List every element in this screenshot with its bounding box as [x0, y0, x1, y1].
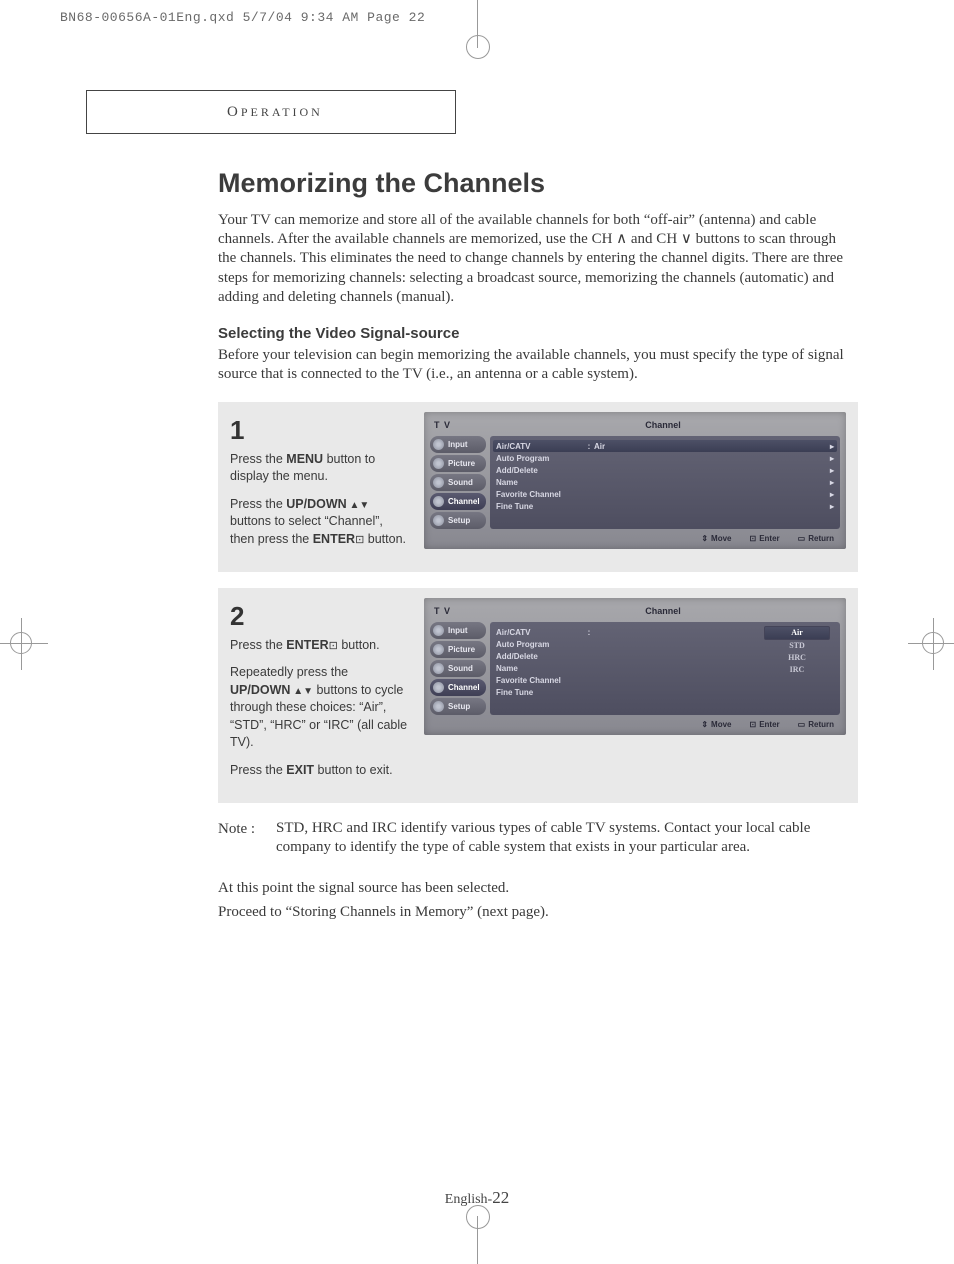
crop-mark-top — [477, 0, 478, 48]
osd-side-channel: Channel — [430, 679, 486, 696]
osd-foot-move: Move — [701, 534, 731, 543]
osd-side-picture: Picture — [430, 455, 486, 472]
step-2-text: 2 Press the ENTER⊡ button. Repeatedly pr… — [230, 598, 410, 789]
osd-sidebar: Input Picture Sound Channel Setup — [430, 436, 486, 529]
step-2-number: 2 — [230, 598, 410, 634]
step-2-line-3: Press the EXIT button to exit. — [230, 762, 410, 780]
osd-side-picture: Picture — [430, 641, 486, 658]
crop-mark-left — [10, 632, 32, 654]
updown-icon: ▲▼ — [290, 686, 313, 697]
osd-panel-title: Channel — [490, 420, 836, 430]
osd-row-autoprogram: Auto Program▸ — [496, 452, 834, 464]
osd-foot-enter: Enter — [750, 534, 780, 543]
osd-screenshot-2: T V Channel Input Picture Sound Channel … — [424, 598, 846, 789]
osd-side-input: Input — [430, 436, 486, 453]
enter-icon: ⊡ — [329, 639, 338, 654]
osd-main-panel: Air/CATV : Air ▸ Auto Program▸ Add/Delet… — [490, 436, 840, 529]
osd-row-finetune: Fine Tune▸ — [496, 500, 834, 512]
page-heading: Memorizing the Channels — [218, 168, 858, 199]
osd-tv-label: T V — [434, 606, 490, 616]
osd-row-adddelete: Add/Delete▸ — [496, 464, 834, 476]
osd-opt-air: Air — [764, 626, 830, 640]
crop-mark-right — [922, 632, 944, 654]
step-1-box: 1 Press the MENU button to display the m… — [218, 402, 858, 572]
content-area: Memorizing the Channels Your TV can memo… — [218, 168, 858, 926]
step-2-box: 2 Press the ENTER⊡ button. Repeatedly pr… — [218, 588, 858, 803]
osd-side-input: Input — [430, 622, 486, 639]
section-tab: OPERATION — [86, 90, 456, 134]
osd-footer: Move Enter Return — [430, 715, 840, 729]
print-job-header: BN68-00656A-01Eng.qxd 5/7/04 9:34 AM Pag… — [60, 10, 425, 25]
note-body: STD, HRC and IRC identify various types … — [276, 819, 858, 857]
osd-screenshot-1: T V Channel Input Picture Sound Channel … — [424, 412, 846, 558]
afterword-2: Proceed to “Storing Channels in Memory” … — [218, 903, 858, 922]
afterword-1: At this point the signal source has been… — [218, 879, 858, 898]
intro-paragraph: Your TV can memorize and store all of th… — [218, 211, 858, 307]
step-1-line-1: Press the MENU button to display the men… — [230, 451, 410, 486]
osd-side-sound: Sound — [430, 474, 486, 491]
osd-opt-irc: IRC — [764, 664, 830, 676]
note-label: Note : — [218, 819, 276, 857]
footer-prefix: English- — [445, 1192, 492, 1207]
osd-side-setup: Setup — [430, 698, 486, 715]
section-tab-label: OPERATION — [227, 104, 323, 121]
osd-foot-move: Move — [701, 720, 731, 729]
crop-mark-bottom — [477, 1216, 478, 1264]
osd-footer: Move Enter Return — [430, 529, 840, 543]
osd-foot-enter: Enter — [750, 720, 780, 729]
osd-option-popup: Air STD HRC IRC — [764, 626, 830, 676]
osd-row-finetune: Fine Tune — [496, 686, 834, 698]
enter-icon: ⊡ — [355, 533, 364, 548]
osd-opt-std: STD — [764, 640, 830, 652]
step-1-line-2: Press the UP/DOWN ▲▼ buttons to select “… — [230, 496, 410, 549]
step-1-number: 1 — [230, 412, 410, 448]
osd-row-favorite: Favorite Channel▸ — [496, 488, 834, 500]
osd-side-setup: Setup — [430, 512, 486, 529]
osd-sidebar: Input Picture Sound Channel Setup — [430, 622, 486, 715]
osd-foot-return: Return — [798, 534, 834, 543]
step-2-line-1: Press the ENTER⊡ button. — [230, 637, 410, 655]
subheading: Selecting the Video Signal-source — [218, 325, 858, 342]
updown-icon: ▲▼ — [347, 500, 370, 511]
osd-side-sound: Sound — [430, 660, 486, 677]
step-1-text: 1 Press the MENU button to display the m… — [230, 412, 410, 558]
osd-foot-return: Return — [798, 720, 834, 729]
osd-tv-label: T V — [434, 420, 490, 430]
step-2-line-2: Repeatedly press the UP/DOWN ▲▼ buttons … — [230, 664, 410, 752]
osd-panel-title: Channel — [490, 606, 836, 616]
subintro-paragraph: Before your television can begin memoriz… — [218, 346, 858, 384]
osd-opt-hrc: HRC — [764, 652, 830, 664]
osd-side-channel: Channel — [430, 493, 486, 510]
chevron-right-icon: ▸ — [824, 442, 834, 451]
footer-page-number: 22 — [492, 1188, 509, 1207]
note-block: Note : STD, HRC and IRC identify various… — [218, 819, 858, 857]
osd-row-name: Name▸ — [496, 476, 834, 488]
page: BN68-00656A-01Eng.qxd 5/7/04 9:34 AM Pag… — [0, 0, 954, 1264]
page-footer: English-22 — [0, 1188, 954, 1208]
osd-row-aircatv: Air/CATV : Air ▸ — [493, 440, 837, 452]
